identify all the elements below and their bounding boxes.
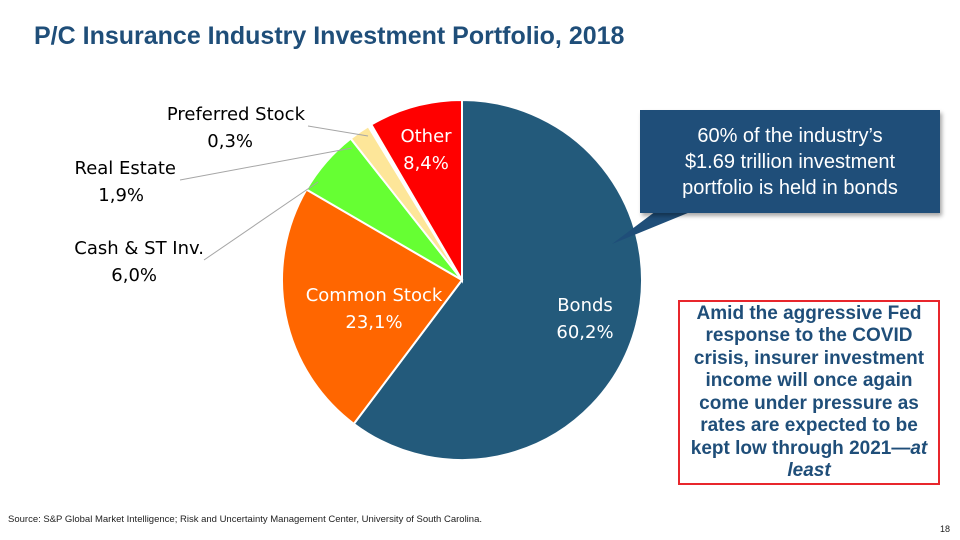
page-number: 18	[940, 524, 951, 534]
slice-label-preferred-stock: Preferred Stock	[167, 104, 306, 125]
slice-label-other: Other	[400, 126, 452, 147]
slice-label-common-stock: Common Stock	[306, 285, 443, 306]
pie-slice-other	[369, 98, 463, 284]
commentary-body: Amid the aggressive Fed response to the …	[690, 302, 925, 459]
commentary-box: Amid the aggressive Fed response to the …	[678, 300, 940, 485]
source-note: Source: S&P Global Market Intelligence; …	[8, 514, 483, 525]
slice-label-cash-st-inv: Cash & ST Inv.	[74, 238, 204, 259]
bonds-callout: 60% of the industry’s $1.69 trillion inv…	[640, 110, 940, 213]
commentary-text: Amid the aggressive Fed response to the …	[684, 303, 934, 483]
slice-label-bonds: Bonds	[557, 295, 613, 316]
slice-value-cash-st-inv: 6,0%	[111, 265, 157, 286]
pie-slice-bonds	[352, 98, 643, 461]
slide-title: P/C Insurance Industry Investment Portfo…	[34, 22, 625, 50]
slice-value-real-estate: 1,9%	[98, 185, 144, 206]
callout-pointer	[612, 208, 700, 244]
leader-line-real-estate	[179, 147, 353, 181]
slice-label-real-estate: Real Estate	[75, 158, 177, 179]
slice-value-common-stock: 23,1%	[345, 312, 402, 333]
bonds-callout-text: 60% of the industry’s $1.69 trillion inv…	[682, 124, 898, 199]
leader-line-preferred-stock	[307, 125, 369, 137]
slice-value-preferred-stock: 0,3%	[207, 131, 253, 152]
leader-line-cash-st-inv	[203, 181, 319, 261]
slice-value-other: 8,4%	[403, 153, 449, 174]
pie-slice-common-stock	[281, 188, 464, 426]
slice-value-bonds: 60,2%	[556, 322, 613, 343]
commentary-emphasis: at least	[787, 437, 928, 482]
